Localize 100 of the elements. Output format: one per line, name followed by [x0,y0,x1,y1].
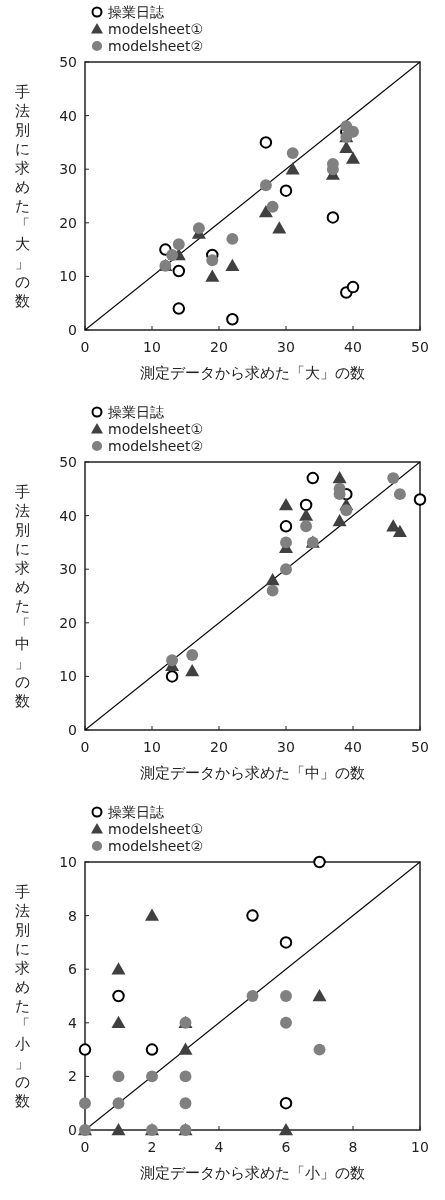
point [279,1096,293,1110]
text: 手法別に求めた「大」の数 [14,82,30,310]
point [347,125,359,138]
point [393,488,406,501]
point [172,302,186,315]
y-tick-label: 0 [68,722,77,738]
point [78,1043,92,1056]
point [112,989,125,1003]
legend-label: 操業日誌 [108,804,164,820]
point [172,264,186,278]
x-tick-label: 0 [80,739,90,755]
x-tick-label: 40 [344,739,362,755]
point [272,221,287,234]
point [265,572,280,586]
point [258,205,273,218]
y-tick-label: 10 [59,268,77,285]
x-axis-title: 測定データから求めた「中」の数 [140,764,365,782]
point [111,1123,126,1136]
y-tick-label: 6 [68,961,78,978]
x-tick-label: 50 [411,339,429,355]
x-tick-label: 10 [411,1139,429,1155]
point [280,563,292,576]
point [346,151,360,164]
y-tick-label: 10 [59,668,77,685]
legend-label: modelsheet① [108,421,204,437]
point [206,254,219,267]
legend-label: modelsheet② [108,438,204,454]
x-tick-label: 20 [210,739,228,755]
y-tick-label: 20 [59,614,77,631]
point [306,471,320,485]
point [339,140,354,154]
x-tick-label: 8 [348,1139,358,1155]
y-tick-label: 20 [59,214,77,231]
y-tick-label: 0 [68,322,77,338]
point [266,200,279,213]
point [79,1097,91,1110]
point [299,498,313,512]
point [186,649,199,661]
point [387,472,400,485]
legend-label: modelsheet② [108,838,204,854]
point [326,211,340,224]
point [285,162,300,175]
point [340,504,353,517]
point [112,1097,125,1110]
y-tick-label: 30 [59,561,77,578]
legend-label: modelsheet① [108,21,204,37]
legend-label: modelsheet① [108,821,204,837]
x-axis-title: 測定データから求めた「大」の数 [140,364,365,382]
y-tick-label: 50 [59,54,77,70]
point [279,1123,293,1136]
x-tick-label: 6 [281,1139,291,1155]
y-tick-label: 40 [59,107,77,124]
x-tick-label: 10 [143,739,161,755]
point [178,1042,193,1055]
point [299,508,314,521]
legend-label: 操業日誌 [108,404,164,420]
point [332,471,347,484]
y-tick-label: 2 [68,1068,77,1085]
point [259,179,272,192]
point [280,990,292,1002]
point [111,962,126,975]
point [279,936,293,949]
y-tick-label: 8 [68,907,77,924]
point [279,520,293,533]
point [259,136,273,149]
point [145,908,159,921]
point [185,664,200,677]
point [179,1097,192,1110]
legend-label: 操業日誌 [108,4,164,20]
point [266,584,279,597]
y-tick-label: 0 [68,1122,77,1138]
point [145,1043,159,1056]
point [313,1043,326,1056]
point [280,1016,292,1029]
point [166,249,179,261]
point [166,654,179,667]
point [280,536,292,549]
point [226,313,239,326]
y-tick-label: 30 [59,161,77,178]
point [246,909,259,922]
y-tick-label: 40 [59,507,77,524]
x-tick-label: 0 [80,1139,90,1155]
point [346,280,360,294]
point [279,184,293,197]
y-tick-label: 50 [59,454,77,470]
text: 手法別に求めた「小」の数 [14,882,30,1110]
point [300,520,313,533]
point [192,222,205,235]
x-tick-label: 2 [147,1139,157,1155]
point [179,1070,192,1083]
x-tick-label: 10 [143,339,161,355]
x-tick-label: 20 [210,339,228,355]
point [165,670,179,683]
x-tick-label: 30 [277,339,295,355]
text: 手法別に求めた「中」の数 [14,482,30,710]
x-tick-label: 50 [411,739,429,755]
point [392,524,407,537]
legend-label: modelsheet② [108,38,204,54]
point [146,1070,158,1083]
point [246,990,259,1002]
